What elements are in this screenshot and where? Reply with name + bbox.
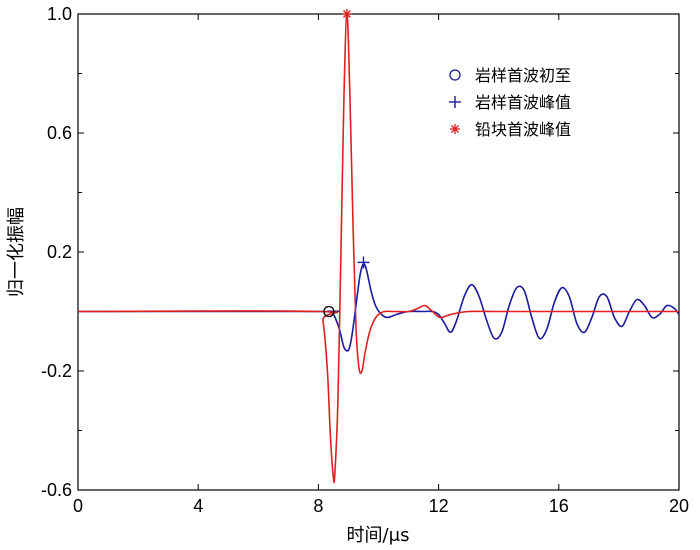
axis-ticks: 0 4 8 12 16 20 -0.6 -0.2 0.2 0.6 1.0 (41, 4, 689, 516)
series-line-1 (77, 263, 680, 352)
series-layer (77, 13, 680, 484)
legend-label: 岩样首波初至 (475, 66, 571, 85)
x-tick-label: 0 (73, 496, 83, 516)
plot-frame (77, 13, 680, 491)
marker-layer (323, 9, 370, 318)
x-axis-label: 时间/μs (347, 525, 410, 546)
y-tick-label: -0.2 (41, 361, 72, 381)
x-tick-label: 12 (429, 496, 449, 516)
y-axis-label: 归一化振幅 (6, 207, 27, 297)
data-marker-circle (323, 305, 335, 318)
data-marker-plus (357, 256, 370, 269)
y-tick-label: 1.0 (47, 4, 72, 24)
legend-label: 岩样首波峰值 (475, 93, 571, 112)
y-tick-label: 0.6 (47, 123, 72, 143)
x-tick-label: 8 (313, 496, 323, 516)
data-marker-asterisk (341, 9, 352, 19)
legend-symbol-circle (449, 69, 461, 81)
y-tick-label: -0.6 (41, 480, 72, 500)
series-line-2 (77, 13, 679, 484)
x-tick-label: 20 (669, 496, 689, 516)
x-tick-label: 16 (549, 496, 569, 516)
y-tick-label: 0.2 (47, 242, 72, 262)
x-tick-label: 4 (193, 496, 203, 516)
legend-symbol-asterisk (450, 124, 460, 134)
legend-label: 铅块首波峰值 (475, 120, 571, 139)
legend-symbol-plus (449, 96, 461, 108)
